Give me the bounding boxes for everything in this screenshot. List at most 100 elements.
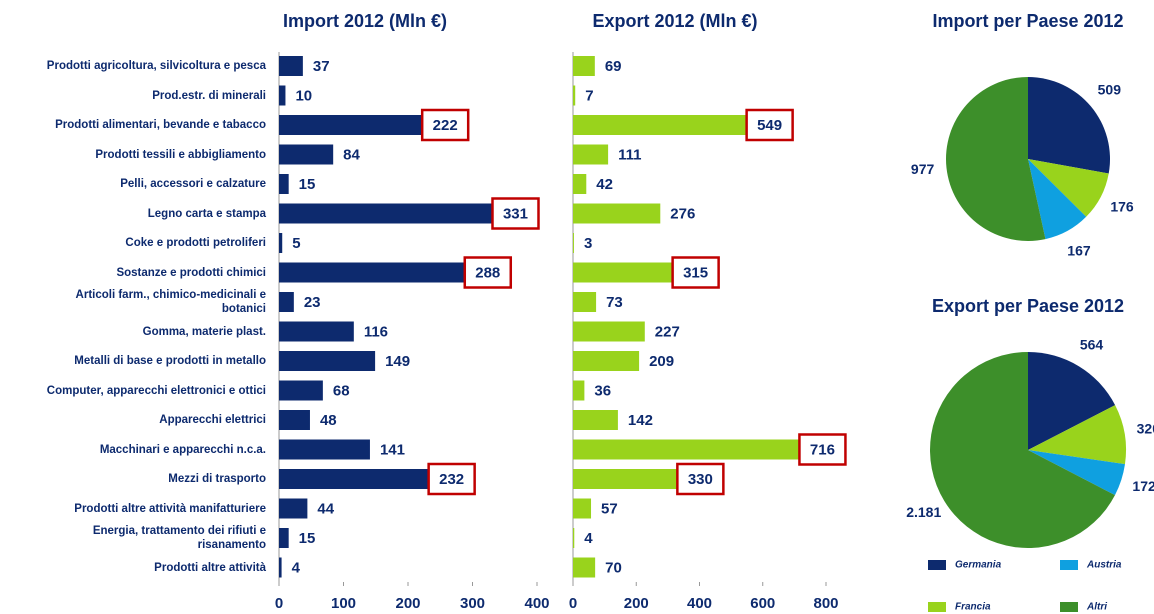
value-label: 330 xyxy=(688,471,713,488)
category-label: Gomma, materie plast. xyxy=(142,325,266,338)
bar xyxy=(279,321,354,342)
value-label: 7 xyxy=(585,87,593,104)
x-tick-label: 300 xyxy=(460,595,485,612)
value-label: 70 xyxy=(605,559,622,576)
value-label: 84 xyxy=(343,146,360,163)
value-label: 176 xyxy=(1110,199,1134,215)
value-label: 73 xyxy=(606,294,623,311)
highlight-box xyxy=(463,256,513,289)
legend-label: Germania xyxy=(955,560,1002,571)
highlight-box xyxy=(427,462,476,496)
category-label: Prodotti altre attività xyxy=(154,561,266,574)
value-label: 57 xyxy=(601,500,618,517)
value-label: 227 xyxy=(655,323,680,340)
bar xyxy=(573,56,595,76)
value-label: 172 xyxy=(1132,478,1154,494)
chart-title: Export per Paese 2012 xyxy=(932,296,1124,316)
value-label: 167 xyxy=(1067,243,1091,259)
category-label: Articoli farm., chimico-medicinali e bot… xyxy=(75,289,266,315)
bar xyxy=(573,262,673,283)
legend-swatch xyxy=(1060,560,1078,570)
category-label: Mezzi di trasporto xyxy=(168,473,266,485)
bar xyxy=(573,410,618,430)
legend-label: Altri xyxy=(1086,602,1107,613)
bar xyxy=(573,144,609,165)
bar xyxy=(279,439,370,460)
category-label: Prod.estr. di minerali xyxy=(152,89,266,102)
value-label: 509 xyxy=(1098,82,1122,98)
bar xyxy=(279,410,310,430)
value-label: 141 xyxy=(380,441,405,458)
bar xyxy=(573,85,576,106)
legend-label: Austria xyxy=(1086,560,1122,571)
legend-swatch xyxy=(928,560,946,570)
bar xyxy=(279,528,289,548)
value-label: 4 xyxy=(292,559,301,576)
category-label: Metalli di base e prodotti in metallo xyxy=(74,355,266,367)
bar xyxy=(573,233,574,253)
category-label: Pelli, accessori e calzature xyxy=(120,178,266,190)
value-label: 288 xyxy=(475,264,500,281)
bar xyxy=(279,351,376,371)
x-tick-label: 200 xyxy=(395,595,420,612)
category-label: Prodotti alimentari, bevande e tabacco xyxy=(55,119,266,131)
x-tick-label: 600 xyxy=(750,595,775,612)
x-tick-label: 400 xyxy=(524,595,549,612)
highlight-box xyxy=(676,462,725,496)
category-label: Coke e prodotti petroliferi xyxy=(125,237,266,249)
value-label: 232 xyxy=(439,471,464,488)
category-label: Apparecchi elettrici xyxy=(159,414,266,426)
x-tick-label: 0 xyxy=(569,595,577,612)
value-label: 37 xyxy=(313,58,330,75)
pie-slice xyxy=(1028,450,1125,496)
highlight-box xyxy=(491,197,540,230)
value-label: 4 xyxy=(584,530,593,547)
value-label: 5 xyxy=(292,235,300,252)
bar xyxy=(279,233,283,253)
bar xyxy=(279,115,423,135)
value-label: 320 xyxy=(1137,421,1154,437)
value-label: 116 xyxy=(364,323,388,340)
category-label: Sostanze e prodotti chimici xyxy=(116,266,266,279)
chart-title: Export 2012 (Mln €) xyxy=(592,11,757,31)
chart-title: Import 2012 (Mln €) xyxy=(283,11,447,31)
bar xyxy=(279,144,334,165)
value-label: 68 xyxy=(333,382,350,399)
bar xyxy=(573,115,747,135)
value-label: 36 xyxy=(594,382,611,399)
bar xyxy=(573,292,597,312)
value-label: 331 xyxy=(503,205,528,222)
pie-slice xyxy=(929,351,1115,548)
value-label: 716 xyxy=(810,441,835,458)
value-label: 222 xyxy=(433,117,458,134)
value-label: 42 xyxy=(596,176,613,193)
value-label: 111 xyxy=(618,146,641,163)
bar xyxy=(573,174,587,194)
category-label: Legno carta e stampa xyxy=(147,207,266,220)
value-label: 977 xyxy=(911,161,935,177)
value-label: 69 xyxy=(605,58,622,75)
x-tick-label: 100 xyxy=(331,595,356,612)
pie-slice xyxy=(1028,352,1116,450)
legend-swatch xyxy=(1060,602,1078,612)
bar xyxy=(573,469,678,489)
pie-slice xyxy=(1028,159,1087,240)
category-label: Macchinari e apparecchi n.c.a. xyxy=(99,443,266,456)
value-label: 2.181 xyxy=(906,504,941,520)
value-label: 10 xyxy=(295,87,312,104)
bar xyxy=(279,174,289,194)
bar xyxy=(573,351,640,371)
pie-slice xyxy=(1028,405,1126,465)
pie-slice xyxy=(1028,77,1110,174)
bar xyxy=(279,262,465,283)
bar xyxy=(573,321,645,342)
x-tick-label: 200 xyxy=(624,595,649,612)
value-label: 15 xyxy=(299,530,316,547)
x-tick-label: 0 xyxy=(275,595,283,612)
legend-swatch xyxy=(928,602,946,612)
bar xyxy=(279,380,323,401)
bar xyxy=(279,85,286,106)
value-label: 276 xyxy=(670,205,695,222)
value-label: 48 xyxy=(320,412,337,429)
